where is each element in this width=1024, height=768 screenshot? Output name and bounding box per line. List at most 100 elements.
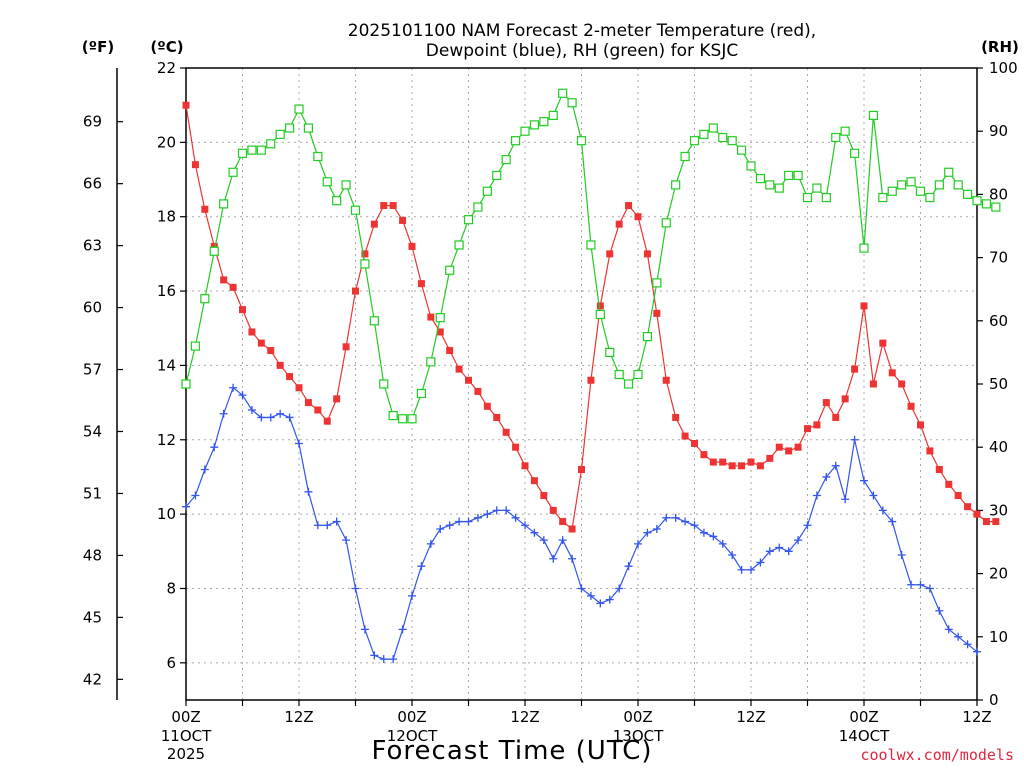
rh-tick-label: 70 bbox=[989, 249, 1008, 267]
rh-point bbox=[699, 129, 709, 139]
rh-point bbox=[445, 265, 455, 275]
dewpoint-point bbox=[229, 383, 238, 392]
x-axis-title: Forecast Time (UTC) bbox=[371, 736, 652, 766]
rh-point bbox=[765, 180, 775, 190]
tick-labels: 6 8 10 12 14 16 18 20 22 42 45 48 51 54 57 60 63 66 69 0 10 2… bbox=[83, 59, 1018, 763]
rh-point bbox=[972, 196, 982, 206]
dewpoint-point bbox=[276, 409, 285, 418]
temperature-point bbox=[417, 280, 425, 288]
temperature-point bbox=[201, 205, 209, 213]
dewpoint-point bbox=[615, 584, 624, 593]
dewpoint-point bbox=[483, 510, 492, 519]
temperature-point bbox=[860, 302, 868, 310]
dewpoint-point bbox=[973, 647, 981, 656]
rh-point bbox=[181, 379, 191, 389]
temperature-point bbox=[295, 384, 303, 392]
fahrenheit-tick-label: 45 bbox=[83, 608, 102, 626]
credit-text: coolwx.com/models bbox=[860, 746, 1014, 764]
dewpoint-point bbox=[935, 606, 944, 615]
rh-tick-label: 30 bbox=[989, 501, 1008, 519]
rh-point bbox=[793, 170, 803, 181]
temperature-point bbox=[672, 413, 680, 421]
temperature-point bbox=[370, 220, 378, 228]
fahrenheit-tick-label: 51 bbox=[83, 484, 102, 502]
rh-point bbox=[492, 170, 502, 181]
temperature-point bbox=[436, 328, 444, 336]
dewpoint-point bbox=[464, 517, 473, 526]
dewpoint-point bbox=[878, 506, 887, 515]
dewpoint-point bbox=[304, 487, 313, 496]
rh-point bbox=[586, 240, 596, 250]
temperature-point bbox=[841, 395, 849, 403]
dewpoint-point bbox=[530, 528, 539, 537]
dewpoint-point bbox=[360, 625, 369, 634]
fahrenheit-tick-label: 63 bbox=[83, 237, 102, 255]
dewpoint-point bbox=[408, 591, 416, 600]
rh-point bbox=[407, 414, 417, 424]
rh-point bbox=[397, 414, 408, 424]
dewpoint-point bbox=[539, 536, 548, 545]
temperature-point bbox=[276, 361, 284, 369]
dewpoint-point bbox=[492, 506, 501, 515]
celsius-tick-label: 16 bbox=[157, 282, 176, 300]
dewpoint-point bbox=[812, 491, 821, 500]
temperature-point bbox=[493, 413, 501, 421]
rh-point bbox=[473, 202, 483, 212]
rh-point bbox=[228, 167, 238, 177]
axes bbox=[116, 67, 978, 701]
rh-point bbox=[849, 148, 860, 158]
rh-tick-label: 100 bbox=[989, 59, 1018, 77]
temperature-point bbox=[935, 466, 943, 474]
temperature-point bbox=[719, 458, 727, 466]
rh-point bbox=[350, 205, 361, 215]
temperature-point bbox=[323, 417, 331, 425]
rh-tick-label: 80 bbox=[989, 185, 1008, 203]
rh-point bbox=[454, 240, 464, 250]
fahrenheit-unit-label: (ºF) bbox=[82, 38, 114, 56]
rh-point bbox=[322, 177, 332, 187]
dewpoint-point bbox=[266, 413, 275, 422]
fahrenheit-tick-label: 69 bbox=[83, 113, 102, 131]
celsius-tick-label: 22 bbox=[157, 59, 176, 77]
rh-point bbox=[831, 132, 841, 143]
dewpoint-point bbox=[897, 551, 906, 560]
rh-point bbox=[821, 192, 831, 203]
rh-point bbox=[680, 151, 690, 162]
rh-point bbox=[661, 218, 671, 228]
rh-point bbox=[727, 136, 737, 146]
temperature-point bbox=[954, 492, 962, 500]
temperature-point bbox=[804, 425, 811, 433]
temperature-point bbox=[304, 399, 312, 407]
x-tick-date-label: 13OCT bbox=[613, 727, 664, 745]
temperature-point bbox=[756, 462, 764, 470]
dewpoint-point bbox=[558, 536, 567, 545]
temperature-point bbox=[813, 421, 821, 429]
rh-point bbox=[520, 126, 530, 136]
rh-point bbox=[237, 148, 248, 158]
rh-point bbox=[944, 167, 954, 177]
temperature-point bbox=[898, 380, 906, 388]
dewpoint-point bbox=[586, 591, 595, 600]
temperature-point bbox=[257, 339, 265, 347]
rh-point bbox=[190, 341, 201, 351]
rh-point bbox=[840, 126, 850, 136]
rh-point bbox=[576, 136, 587, 146]
dewpoint-point bbox=[822, 472, 831, 481]
celsius-tick-label: 18 bbox=[157, 208, 176, 226]
x-tick-date-label: 14OCT bbox=[839, 727, 890, 745]
celsius-tick-label: 12 bbox=[157, 431, 176, 449]
dewpoint-point bbox=[398, 625, 407, 634]
rh-tick-label: 0 bbox=[989, 691, 999, 709]
rh-point bbox=[256, 145, 266, 155]
dewpoint-point bbox=[709, 532, 718, 541]
temperature-point bbox=[606, 250, 614, 258]
dewpoint-point bbox=[718, 539, 727, 548]
rh-point bbox=[332, 196, 342, 206]
data-series bbox=[181, 88, 1001, 664]
x-tick-date-label: 11OCT bbox=[161, 727, 212, 745]
celsius-tick-label: 8 bbox=[166, 579, 176, 597]
temperature-point bbox=[559, 518, 567, 526]
dewpoint-point bbox=[690, 521, 699, 530]
temperature-point bbox=[662, 376, 670, 384]
